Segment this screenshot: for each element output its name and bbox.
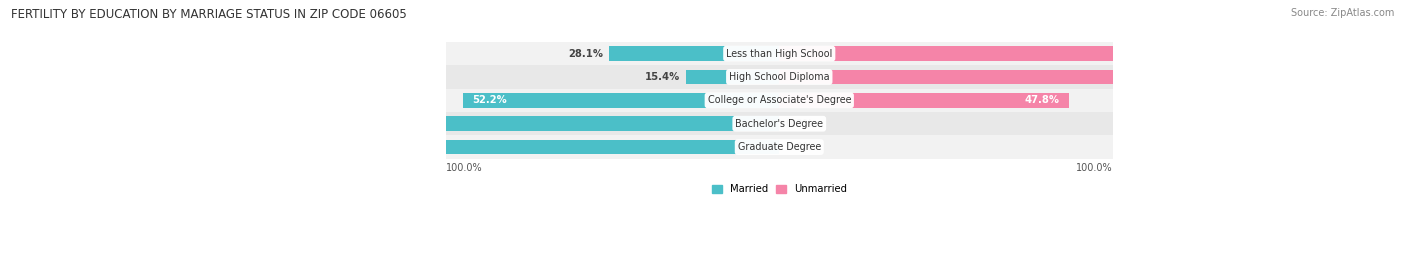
Text: High School Diploma: High School Diploma (728, 72, 830, 82)
Text: Bachelor's Degree: Bachelor's Degree (735, 119, 824, 129)
Bar (173, 116, 779, 131)
Text: 100.0%: 100.0% (183, 119, 224, 129)
Text: 28.1%: 28.1% (568, 49, 603, 59)
Text: 47.8%: 47.8% (1025, 95, 1060, 105)
Bar (779, 70, 1292, 84)
Bar (779, 93, 1069, 108)
Bar (446, 89, 1112, 112)
Text: 100.0%: 100.0% (446, 164, 482, 174)
Text: 84.6%: 84.6% (1249, 72, 1282, 82)
Text: Less than High School: Less than High School (725, 49, 832, 59)
Text: 71.9%: 71.9% (1171, 49, 1206, 59)
Text: FERTILITY BY EDUCATION BY MARRIAGE STATUS IN ZIP CODE 06605: FERTILITY BY EDUCATION BY MARRIAGE STATU… (11, 8, 406, 21)
Text: 52.2%: 52.2% (472, 95, 506, 105)
Text: 0.0%: 0.0% (786, 119, 813, 129)
Text: 100.0%: 100.0% (183, 142, 224, 152)
Legend: Married, Unmarried: Married, Unmarried (707, 180, 851, 198)
Bar (446, 42, 1112, 65)
Bar (686, 70, 779, 84)
Text: Graduate Degree: Graduate Degree (738, 142, 821, 152)
Bar (446, 65, 1112, 89)
Bar (779, 46, 1215, 61)
Text: 0.0%: 0.0% (786, 142, 813, 152)
Text: 100.0%: 100.0% (1076, 164, 1112, 174)
Text: College or Associate's Degree: College or Associate's Degree (707, 95, 851, 105)
Text: 15.4%: 15.4% (644, 72, 681, 82)
Bar (463, 93, 779, 108)
Bar (173, 140, 779, 154)
Bar (446, 112, 1112, 135)
Text: Source: ZipAtlas.com: Source: ZipAtlas.com (1291, 8, 1395, 18)
Bar (446, 135, 1112, 159)
Bar (609, 46, 779, 61)
